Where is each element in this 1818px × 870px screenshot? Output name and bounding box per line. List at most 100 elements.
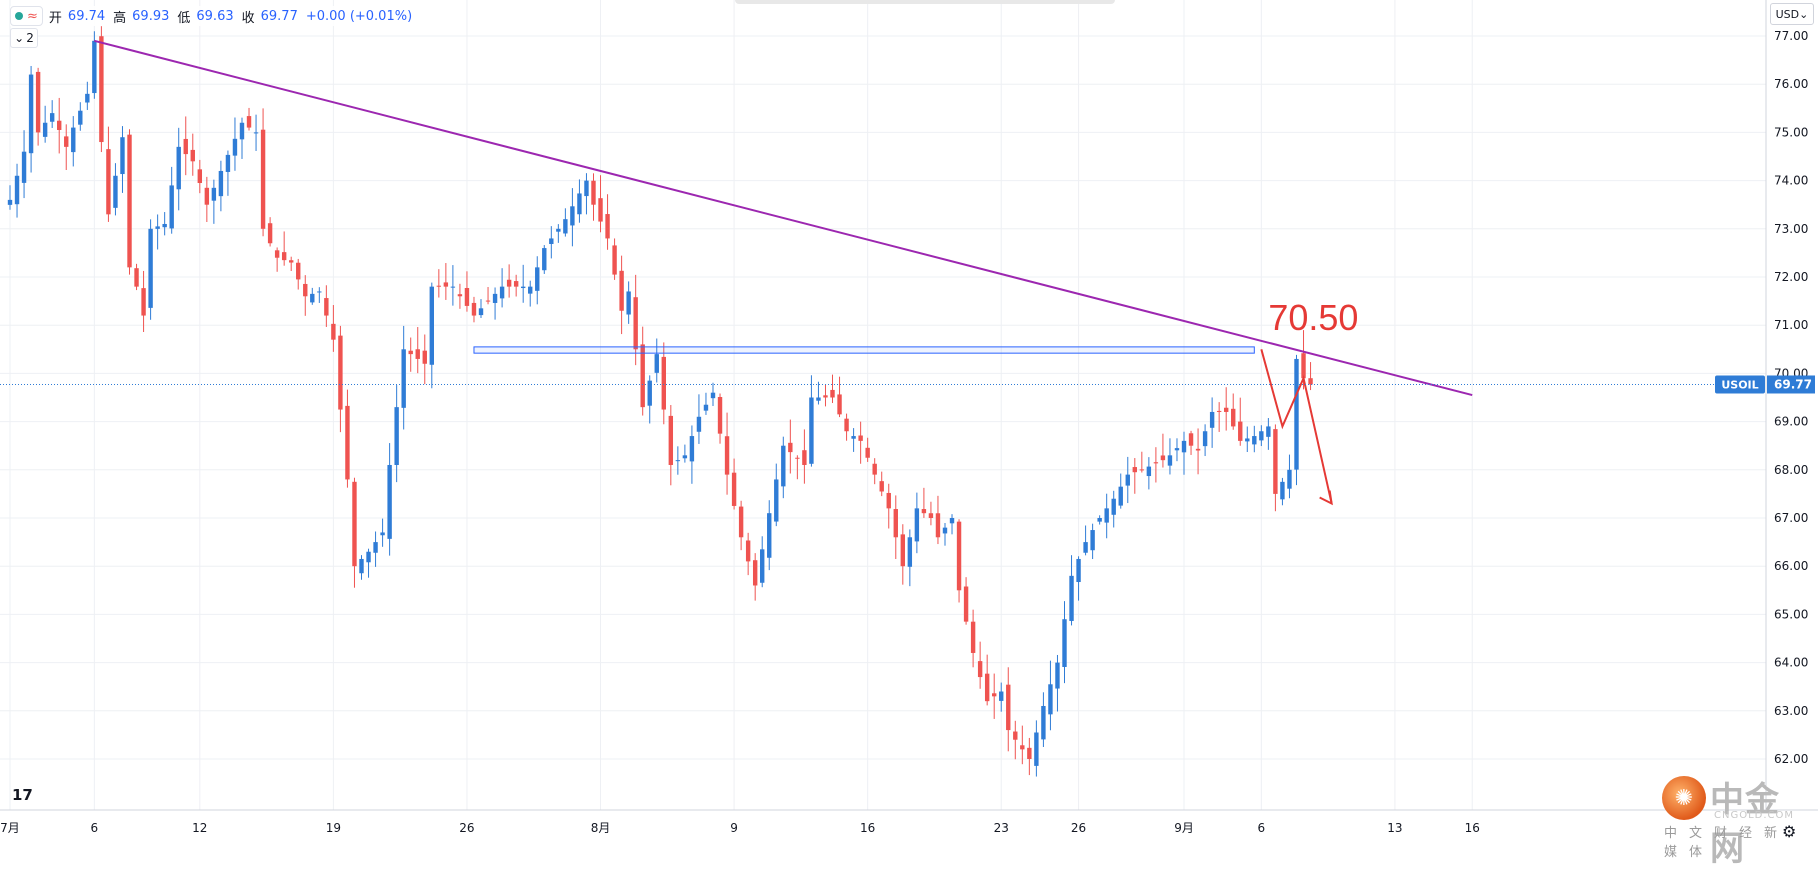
candle-up bbox=[654, 338, 659, 383]
open-label: 开 bbox=[48, 10, 62, 26]
candle-up bbox=[556, 224, 561, 243]
candle-up bbox=[478, 299, 484, 318]
candle-body bbox=[1216, 410, 1222, 412]
candle-body bbox=[478, 308, 484, 316]
candle-body bbox=[218, 170, 224, 197]
currency-button[interactable]: USD ⌄ bbox=[1770, 3, 1814, 25]
candle-down bbox=[471, 296, 477, 323]
candle-body bbox=[492, 293, 498, 303]
candle-down bbox=[1195, 428, 1201, 475]
candle-up bbox=[809, 375, 814, 467]
candle-body bbox=[1308, 378, 1313, 385]
candle-down bbox=[436, 269, 442, 298]
candle-down bbox=[106, 126, 111, 222]
candle-body bbox=[781, 445, 786, 487]
candle-body bbox=[1188, 433, 1194, 446]
candle-up bbox=[682, 444, 688, 463]
candle-up bbox=[1174, 438, 1180, 462]
top-panel-tab[interactable] bbox=[735, 0, 1115, 4]
candle-body bbox=[324, 298, 329, 316]
drawings[interactable]: 70.50 bbox=[94, 39, 1473, 506]
candle-down bbox=[837, 376, 842, 418]
candle-down bbox=[1020, 725, 1025, 765]
candle-body bbox=[549, 238, 554, 245]
candle-body bbox=[204, 187, 210, 205]
tradingview-logo-icon[interactable]: 17 bbox=[12, 786, 33, 804]
candle-body bbox=[717, 397, 723, 434]
candle-down bbox=[886, 483, 891, 529]
candle-body bbox=[1013, 731, 1018, 740]
y-tick-label: 63.00 bbox=[1774, 704, 1808, 718]
candle-down bbox=[1223, 387, 1229, 431]
candle-body bbox=[28, 74, 34, 154]
candle-down bbox=[921, 487, 927, 518]
candle-down bbox=[970, 609, 976, 668]
y-tick-label: 67.00 bbox=[1774, 511, 1808, 525]
candle-body bbox=[127, 134, 132, 268]
candle-up bbox=[542, 245, 547, 274]
candle-down bbox=[598, 175, 603, 233]
x-tick-label: 6 bbox=[91, 821, 99, 835]
candle-up bbox=[1069, 555, 1074, 626]
gear-icon[interactable]: ⚙ bbox=[1782, 822, 1797, 841]
candle-up bbox=[359, 555, 364, 580]
candle-body bbox=[1181, 440, 1187, 453]
currency-label: USD bbox=[1775, 7, 1800, 21]
candle-body bbox=[120, 137, 125, 175]
candle-up bbox=[7, 185, 13, 210]
candle-body bbox=[584, 180, 589, 197]
candle-body bbox=[1132, 467, 1137, 473]
low-value: 69.63 bbox=[196, 8, 234, 24]
candle-up bbox=[225, 150, 231, 196]
candle-down bbox=[633, 274, 638, 366]
candle-up bbox=[253, 114, 259, 151]
candle-body bbox=[92, 40, 97, 94]
candle-body bbox=[907, 537, 913, 567]
candle-body bbox=[992, 693, 997, 697]
y-tick-label: 71.00 bbox=[1774, 318, 1808, 332]
candle-up bbox=[387, 443, 392, 556]
candle-body bbox=[253, 132, 259, 134]
candle-down bbox=[274, 247, 280, 272]
time-axis-bg bbox=[0, 810, 1818, 846]
candle-body bbox=[1111, 498, 1116, 515]
candle-body bbox=[415, 349, 420, 359]
candle-up bbox=[535, 256, 540, 305]
candle-body bbox=[563, 219, 568, 234]
candle-up bbox=[1062, 601, 1067, 684]
candlestick-chart[interactable]: 70.50 62.00 63.00 64.00 65.00 66.00 67.00 68.0… bbox=[0, 0, 1818, 846]
grid bbox=[0, 0, 1766, 810]
x-tick-label: 23 bbox=[994, 821, 1009, 835]
candle-body bbox=[394, 407, 399, 465]
candle-body bbox=[387, 464, 392, 539]
candle-body bbox=[1048, 684, 1053, 715]
candle-body bbox=[1076, 558, 1081, 583]
candle-down bbox=[1238, 397, 1243, 446]
candle-body bbox=[1287, 469, 1292, 489]
candle-down bbox=[802, 429, 807, 484]
candle-body bbox=[745, 540, 751, 562]
candle-body bbox=[633, 297, 638, 350]
candle-body bbox=[246, 116, 252, 128]
candle-up bbox=[767, 500, 772, 571]
candle-down bbox=[640, 326, 645, 416]
chart-canvas[interactable]: 70.50 62.00 63.00 64.00 65.00 66.00 67.00 68.0… bbox=[0, 0, 1818, 846]
candle-down bbox=[963, 577, 969, 625]
candle-body bbox=[141, 288, 146, 316]
candle-up bbox=[211, 179, 217, 224]
candle-down bbox=[338, 325, 343, 433]
candle-body bbox=[366, 551, 371, 563]
candle-body bbox=[1202, 431, 1208, 447]
candle-body bbox=[816, 397, 821, 401]
candle-body bbox=[767, 513, 772, 558]
candle-body bbox=[303, 283, 308, 297]
collapse-indicators-button[interactable]: ⌄ 2 bbox=[10, 28, 38, 48]
candle-down bbox=[612, 238, 617, 280]
candle-body bbox=[963, 586, 969, 622]
candle-up bbox=[394, 385, 399, 483]
candle-down bbox=[64, 124, 69, 170]
symbol-status-pill[interactable]: ≈ bbox=[10, 6, 43, 26]
x-tick-label: 16 bbox=[860, 821, 875, 835]
watermark-logo-icon: ✺ bbox=[1662, 776, 1706, 820]
x-tick-label: 8月 bbox=[591, 821, 611, 835]
